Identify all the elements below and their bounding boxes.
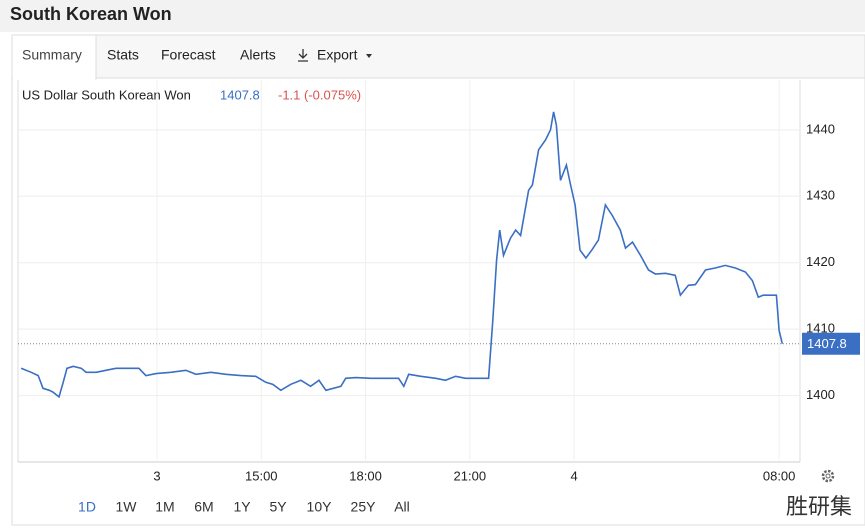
tab[interactable]: Alerts (240, 47, 276, 63)
y-tick-label: 1420 (806, 254, 835, 269)
range-button[interactable]: 1M (155, 499, 174, 515)
dropdown-caret (366, 54, 372, 58)
legend-value: 1407.8 (220, 87, 260, 102)
tab[interactable]: Summary (22, 47, 82, 63)
x-tick-label: 3 (153, 468, 160, 483)
page-title: South Korean Won (10, 4, 172, 24)
range-button[interactable]: 25Y (351, 499, 377, 515)
range-button[interactable]: 1D (78, 499, 96, 515)
x-tick-label: 18:00 (349, 468, 382, 483)
range-button[interactable]: All (394, 499, 410, 515)
legend-change: -1.1 (-0.075%) (278, 87, 361, 102)
range-button[interactable]: 1W (116, 499, 138, 515)
panel (11, 34, 865, 526)
range-button[interactable]: 6M (194, 499, 213, 515)
settings-icon[interactable] (821, 469, 835, 483)
watermark: 胜研集 (786, 494, 852, 519)
x-tick-label: 4 (570, 468, 577, 483)
y-tick-label: 1440 (806, 121, 835, 136)
range-button[interactable]: 5Y (269, 499, 287, 515)
range-bar: 1D 1W 1M 6M 1Y 5Y 10Y 25Y All (78, 499, 410, 515)
x-tick-label: 15:00 (245, 468, 278, 483)
tab[interactable]: Forecast (161, 47, 216, 63)
last-value-label: 1407.8 (807, 336, 847, 351)
active-tab-join (13, 77, 95, 80)
tab-bar (11, 34, 865, 79)
range-button[interactable]: 10Y (307, 499, 333, 515)
active-tab (11, 34, 97, 80)
title-bar (0, 0, 865, 32)
x-tick-label: 08:00 (763, 468, 796, 483)
tab[interactable]: Export (317, 47, 358, 63)
export-icon (298, 49, 308, 62)
tab[interactable]: Stats (107, 47, 139, 63)
y-tick-label: 1400 (806, 387, 835, 402)
range-button[interactable]: 1Y (233, 499, 251, 515)
price-line (20, 111, 784, 399)
x-tick-label: 21:00 (454, 468, 487, 483)
y-tick-label: 1410 (806, 321, 835, 336)
last-value-box (802, 332, 860, 355)
plot: 1400 1410 1420 1430 1440 3 15:00 18:00 21:00 4 08:… (17, 80, 860, 483)
legend-series: US Dollar South Korean Won (22, 87, 191, 102)
y-tick-label: 1430 (806, 188, 835, 203)
